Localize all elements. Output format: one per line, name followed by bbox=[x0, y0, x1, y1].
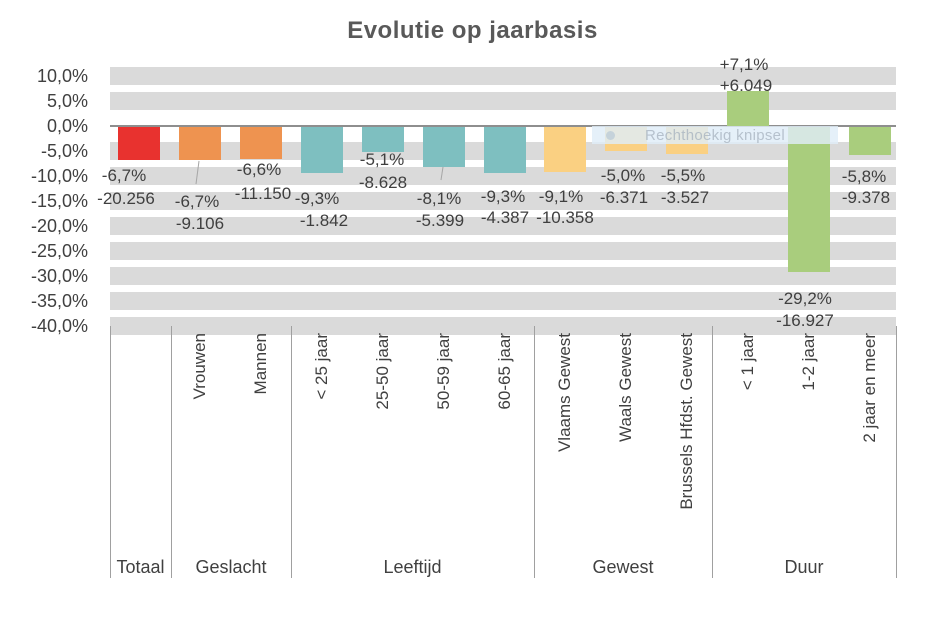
data-label-absolute: -20.256 bbox=[97, 189, 155, 208]
category-label-2-jaar-en-meer: 2 jaar en meer bbox=[860, 333, 879, 583]
category-label--25-jaar: < 25 jaar bbox=[312, 333, 331, 583]
y-axis-tick-label: 10,0% bbox=[36, 66, 88, 86]
grid-band bbox=[110, 317, 896, 335]
y-axis-tick-label: 0,0% bbox=[46, 116, 88, 136]
data-label-percent: +7,1% bbox=[719, 55, 769, 74]
category-label-text: 1-2 jaar bbox=[799, 333, 818, 391]
data-label-absolute: -5.399 bbox=[415, 211, 465, 230]
bar-60-65-jaar bbox=[484, 127, 526, 173]
y-axis-tick-label: -5,0% bbox=[40, 141, 88, 161]
bar-2-jaar-en-meer bbox=[849, 127, 891, 155]
data-label-percent: -5,0% bbox=[600, 166, 646, 185]
data-label-percent: -5,8% bbox=[841, 167, 887, 186]
data-label-percent: -6,7% bbox=[174, 192, 220, 211]
category-label-text: < 1 jaar bbox=[738, 333, 757, 391]
bar--25-jaar bbox=[301, 127, 343, 173]
group-separator-line bbox=[171, 326, 172, 578]
data-label-absolute: -1.842 bbox=[299, 211, 349, 230]
data-label-percent: -6,6% bbox=[236, 160, 282, 179]
data-label-absolute: -10.358 bbox=[536, 208, 594, 227]
category-label-vlaams-gewest: Vlaams Gewest bbox=[555, 333, 574, 583]
category-label-vrouwen: Vrouwen bbox=[190, 333, 209, 583]
y-axis-tick-label: -40,0% bbox=[30, 316, 88, 336]
y-axis-tick-label: -25,0% bbox=[30, 241, 88, 261]
y-axis-tick-label: -10,0% bbox=[30, 166, 88, 186]
data-label-absolute: +6.049 bbox=[719, 76, 773, 95]
data-label-percent: -5,1% bbox=[359, 150, 405, 169]
y-axis-tick-label: -20,0% bbox=[30, 216, 88, 236]
bar-totaal bbox=[118, 127, 160, 160]
y-axis-tick-label: -15,0% bbox=[30, 191, 88, 211]
y-axis-tick-label: -35,0% bbox=[30, 291, 88, 311]
bar-1-2-jaar bbox=[788, 127, 830, 272]
data-label-absolute: -16.927 bbox=[776, 311, 834, 330]
grid-band bbox=[110, 217, 896, 235]
category-label-text: Waals Gewest bbox=[616, 333, 635, 442]
snip-tool-overlay[interactable]: Rechthoekig knipsel bbox=[592, 126, 838, 144]
data-label-percent: -5,5% bbox=[660, 166, 706, 185]
group-label-totaal: Totaal bbox=[116, 557, 165, 577]
category-label-text: Vlaams Gewest bbox=[555, 333, 574, 453]
category-label-text: 2 jaar en meer bbox=[860, 333, 879, 443]
y-axis-tick-label: -30,0% bbox=[30, 266, 88, 286]
group-label-geslacht: Geslacht bbox=[195, 557, 267, 577]
category-label-text: Vrouwen bbox=[190, 333, 209, 400]
group-label-leeftijd: Leeftijd bbox=[383, 557, 442, 577]
data-label-percent: -9,3% bbox=[480, 187, 526, 206]
grid-band bbox=[110, 67, 896, 85]
category-label-text: 50-59 jaar bbox=[434, 333, 453, 410]
category-label-1-2-jaar: 1-2 jaar bbox=[799, 333, 818, 583]
group-separator-line bbox=[534, 326, 535, 578]
category-label-60-65-jaar: 60-65 jaar bbox=[495, 333, 514, 583]
grid-band bbox=[110, 292, 896, 310]
data-label-absolute: -8.628 bbox=[358, 173, 408, 192]
grid-band bbox=[110, 267, 896, 285]
dot-icon bbox=[606, 131, 615, 140]
category-label-text: Brussels Hfdst. Gewest bbox=[677, 333, 696, 510]
data-label-percent: -8,1% bbox=[416, 189, 462, 208]
bar-vlaams-gewest bbox=[544, 127, 586, 172]
data-label-absolute: -4.387 bbox=[480, 208, 530, 227]
bar--1-jaar bbox=[727, 90, 769, 126]
category-label-brussels-hfdst-gewest: Brussels Hfdst. Gewest bbox=[677, 333, 696, 583]
group-separator-line bbox=[712, 326, 713, 578]
data-label-percent: -6,7% bbox=[101, 166, 147, 185]
category-label-mannen: Mannen bbox=[251, 333, 270, 583]
category-label-text: 60-65 jaar bbox=[495, 333, 514, 410]
data-label-absolute: -11.150 bbox=[234, 184, 292, 203]
category-label-text: Mannen bbox=[251, 333, 270, 395]
category-label-waals-gewest: Waals Gewest bbox=[616, 333, 635, 583]
chart-title: Evolutie op jaarbasis bbox=[347, 17, 598, 44]
data-label-percent: -9,3% bbox=[294, 189, 340, 208]
y-axis-tick-label: 5,0% bbox=[46, 91, 88, 111]
data-label-absolute: -9.378 bbox=[841, 188, 891, 207]
grid-band bbox=[110, 92, 896, 110]
bar-vrouwen bbox=[179, 127, 221, 160]
data-label-percent: -9,1% bbox=[538, 187, 584, 206]
group-separator-line bbox=[291, 326, 292, 578]
bar-mannen bbox=[240, 127, 282, 159]
group-label-gewest: Gewest bbox=[592, 557, 654, 577]
zero-axis-line bbox=[110, 125, 896, 127]
category-label-text: < 25 jaar bbox=[312, 333, 331, 400]
group-separator-line bbox=[110, 326, 111, 578]
snip-overlay-label: Rechthoekig knipsel bbox=[645, 126, 785, 144]
category-label-50-59-jaar: 50-59 jaar bbox=[434, 333, 453, 583]
data-label-absolute: -6.371 bbox=[599, 188, 649, 207]
category-label-text: 25-50 jaar bbox=[373, 333, 392, 410]
bar-50-59-jaar bbox=[423, 127, 465, 167]
group-label-duur: Duur bbox=[784, 557, 824, 577]
grid-band bbox=[110, 242, 896, 260]
data-label-percent: -29,2% bbox=[778, 289, 832, 308]
category-label-25-50-jaar: 25-50 jaar bbox=[373, 333, 392, 583]
data-label-absolute: -9.106 bbox=[175, 214, 225, 233]
data-label-absolute: -3.527 bbox=[660, 188, 710, 207]
bar-25-50-jaar bbox=[362, 127, 404, 152]
grid-band bbox=[110, 192, 896, 210]
category-label--1-jaar: < 1 jaar bbox=[738, 333, 757, 583]
group-separator-line bbox=[896, 326, 897, 578]
